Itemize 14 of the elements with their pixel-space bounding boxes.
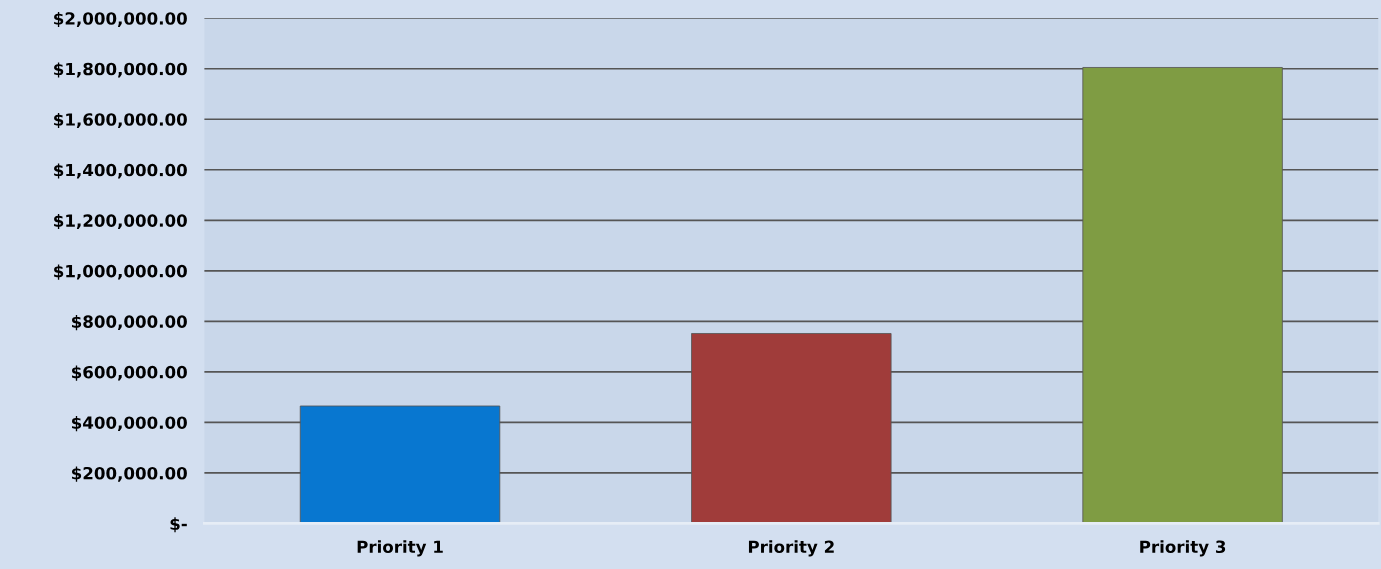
y-tick-label: $1,000,000.00 xyxy=(54,264,187,280)
y-tick-label: $1,200,000.00 xyxy=(54,213,187,230)
y-tick-label: $1,400,000.00 xyxy=(54,163,187,179)
y-tick-label: $600,000.00 xyxy=(71,365,187,381)
y-tick-label: $2,000,000.00 xyxy=(54,11,187,27)
x-tick-label: Priority 3 xyxy=(1140,540,1226,557)
x-tick-label: Priority 2 xyxy=(748,540,834,557)
y-tick-label: $- xyxy=(170,517,187,533)
y-tick-label: $1,600,000.00 xyxy=(54,112,187,129)
y-tick-label: $800,000.00 xyxy=(71,315,187,331)
y-tick-label: $400,000.00 xyxy=(71,416,187,432)
y-tick-label: $1,800,000.00 xyxy=(54,62,187,78)
y-tick-label: $200,000.00 xyxy=(71,466,187,482)
x-tick-label: Priority 1 xyxy=(357,540,443,557)
